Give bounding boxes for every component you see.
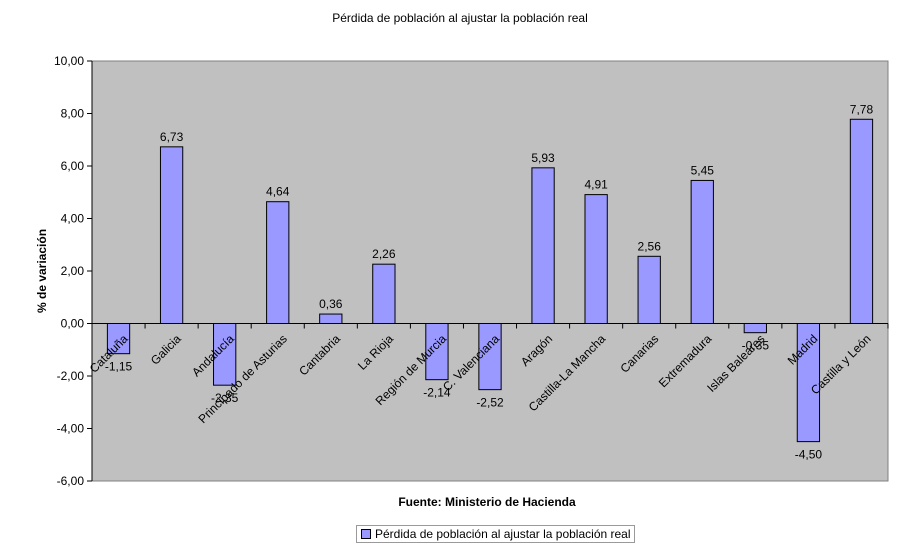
y-tick-label: -2,00 xyxy=(57,369,85,383)
bar xyxy=(319,313,343,324)
data-label: 5,45 xyxy=(691,163,715,177)
data-label: -2,52 xyxy=(476,396,504,410)
bar xyxy=(743,323,767,334)
y-tick-label: -4,00 xyxy=(57,422,85,436)
bar xyxy=(584,194,608,324)
bar xyxy=(531,167,555,324)
data-label: -4,50 xyxy=(795,448,823,462)
legend-label: Pérdida de población al ajustar la pobla… xyxy=(375,527,631,541)
y-tick-label: 0,00 xyxy=(61,317,85,331)
y-tick-label: 10,00 xyxy=(54,54,84,68)
legend: Pérdida de población al ajustar la pobla… xyxy=(356,525,635,543)
y-axis-label: % de variación xyxy=(35,229,49,313)
data-label: 2,26 xyxy=(372,247,396,261)
y-tick-label: -6,00 xyxy=(57,474,85,488)
bar xyxy=(637,255,661,324)
data-label: -1,15 xyxy=(105,360,133,374)
x-axis-label: Fuente: Ministerio de Hacienda xyxy=(398,495,576,509)
data-label: 7,78 xyxy=(850,102,874,116)
bar xyxy=(849,118,874,325)
data-label: 0,36 xyxy=(319,297,343,311)
y-tick-label: 6,00 xyxy=(61,159,85,173)
bars xyxy=(91,118,889,443)
bar xyxy=(266,201,290,324)
bar xyxy=(690,179,714,324)
bar xyxy=(372,263,396,324)
y-axis: -6,00 -4,00 -2,00 0,00 2,00 4,00 6,00 8,00 10,00 xyxy=(54,54,93,488)
y-tick-label: 4,00 xyxy=(61,212,85,226)
chart-title: Pérdida de población al ajustar la pobla… xyxy=(332,11,588,25)
data-label: 4,64 xyxy=(266,185,290,199)
y-tick-label: 2,00 xyxy=(61,264,85,278)
data-labels: -1,15 6,73 -2,35 4,64 0,36 2,26 -2,14 -2,52 5,93… xyxy=(105,102,874,461)
data-label: 2,56 xyxy=(638,239,662,253)
data-label: -2,14 xyxy=(423,386,451,400)
data-label: 6,73 xyxy=(160,130,184,144)
bar xyxy=(159,146,184,324)
data-label: 5,93 xyxy=(531,151,555,165)
data-label: -2,35 xyxy=(211,391,239,405)
data-label: -0,35 xyxy=(742,339,770,353)
legend-swatch xyxy=(361,529,371,539)
y-tick-label: 8,00 xyxy=(61,107,85,121)
data-label: 4,91 xyxy=(584,178,608,192)
plot-area xyxy=(91,60,889,482)
